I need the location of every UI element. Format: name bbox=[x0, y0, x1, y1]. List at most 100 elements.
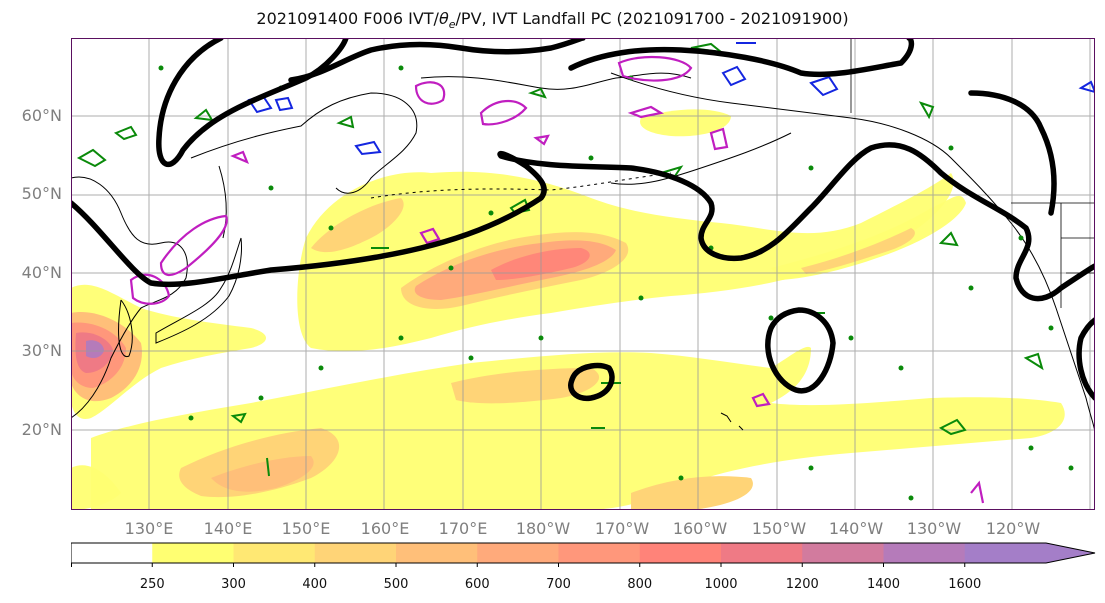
asia-coast bbox=[71, 176, 188, 419]
theta-e-contour bbox=[414, 81, 446, 105]
alaska-peninsula bbox=[610, 132, 792, 185]
pv-contour bbox=[113, 125, 138, 141]
ivt-south-bottom bbox=[631, 476, 753, 510]
lon-label-170e: 170°E bbox=[438, 519, 488, 538]
colorbar-tick-label: 1200 bbox=[785, 577, 819, 592]
pv-dots bbox=[158, 65, 1074, 501]
pv-contour bbox=[336, 115, 355, 129]
colorbar-cell bbox=[396, 543, 478, 563]
lon-label-140e: 140°E bbox=[203, 519, 253, 538]
lon-label-160w: 160°W bbox=[672, 519, 728, 538]
lon-label-120w: 120°W bbox=[985, 519, 1041, 538]
siberia-coast bbox=[420, 72, 692, 90]
colorbar-cell bbox=[721, 543, 803, 563]
theta-e-contour bbox=[129, 273, 171, 305]
pv-contour bbox=[193, 108, 214, 122]
lon-label-160e: 160°E bbox=[360, 519, 410, 538]
theta-e-contour bbox=[627, 105, 665, 119]
colorbar-tick-label: 1600 bbox=[948, 577, 982, 592]
lon-label-130e: 130°E bbox=[124, 519, 174, 538]
pv-contour bbox=[527, 87, 547, 99]
lon-label-130w: 130°W bbox=[906, 519, 962, 538]
ivt-core-north-3 bbox=[491, 248, 590, 280]
ivt-band-north bbox=[297, 171, 954, 352]
colorbar-tick-label: 500 bbox=[383, 577, 409, 592]
colorbar-outline bbox=[71, 542, 1096, 564]
ivt-south-mid bbox=[451, 368, 600, 404]
lon-label-150w: 150°W bbox=[751, 519, 807, 538]
title-suffix: /PV, IVT Landfall PC (2021091700 - 20210… bbox=[455, 9, 849, 28]
colorbar-tick-label: 250 bbox=[139, 577, 165, 592]
blue-contour bbox=[809, 75, 839, 97]
pc-contour-alaska bbox=[568, 38, 915, 78]
pc-contour-east-loop bbox=[1076, 317, 1095, 401]
ivt-band-south bbox=[91, 346, 1065, 510]
pc-contour-main bbox=[71, 142, 1095, 302]
colorbar-tick-label: 800 bbox=[627, 577, 653, 592]
pv-contour bbox=[938, 418, 967, 436]
colorbar-cell bbox=[802, 543, 884, 563]
colorbar-cell bbox=[152, 543, 234, 563]
theta-e-contour bbox=[230, 150, 250, 165]
ivt-colorbar bbox=[71, 542, 1096, 567]
lat-label-30n: 30°N bbox=[21, 341, 62, 360]
colorbar-cell bbox=[477, 543, 559, 563]
colorbar-tick-label: 300 bbox=[221, 577, 246, 592]
title-theta: θ bbox=[438, 9, 449, 28]
map-title: 2021091400 F006 IVT/θe/PV, IVT Landfall … bbox=[0, 9, 1105, 31]
theta-e-contour bbox=[533, 134, 550, 146]
korea-coast bbox=[118, 299, 133, 358]
colorbar-cells bbox=[71, 543, 1095, 567]
pv-contour bbox=[76, 148, 107, 168]
colorbar-cell bbox=[233, 543, 316, 563]
colorbar-cell bbox=[314, 543, 397, 563]
ivt-band-north-east bbox=[771, 195, 966, 280]
lat-label-20n: 20°N bbox=[21, 420, 62, 439]
lon-label-150e: 150°E bbox=[281, 519, 331, 538]
coastlines bbox=[71, 38, 1095, 434]
sakhalin-coast bbox=[218, 165, 227, 239]
japan-coast bbox=[155, 237, 242, 344]
blue-contour bbox=[721, 65, 747, 87]
colorbar-tick-label: 1000 bbox=[704, 577, 738, 592]
blue-contour bbox=[274, 96, 294, 112]
lon-label-140w: 140°W bbox=[828, 519, 884, 538]
ivt-south-core-2 bbox=[211, 456, 314, 492]
colorbar-tick-label: 600 bbox=[464, 577, 490, 592]
map-plot bbox=[71, 38, 1095, 510]
lat-label-60n: 60°N bbox=[21, 106, 62, 125]
ivt-shading bbox=[71, 109, 1065, 510]
lat-label-40n: 40°N bbox=[21, 263, 62, 282]
blue-contour bbox=[354, 140, 382, 156]
pv-contour bbox=[918, 101, 935, 120]
pc-contour-north bbox=[288, 38, 586, 83]
map-panel bbox=[71, 38, 1095, 510]
theta-e-contour bbox=[751, 392, 771, 408]
title-prefix: 2021091400 F006 IVT/ bbox=[256, 9, 439, 28]
landfall-pc-contours bbox=[71, 38, 1095, 402]
blue-contour bbox=[1078, 80, 1095, 94]
pv-contour bbox=[230, 412, 247, 424]
kamchatka-coast bbox=[190, 92, 418, 194]
pc-contour-ring-small bbox=[568, 362, 615, 402]
colorbar-cell bbox=[883, 543, 966, 563]
aleutians bbox=[370, 172, 672, 199]
pc-contour-canada bbox=[968, 90, 1057, 216]
lat-label-50n: 50°N bbox=[21, 184, 62, 203]
theta-e-contour bbox=[479, 100, 528, 126]
lon-label-180w: 180°W bbox=[515, 519, 571, 538]
pv-contour bbox=[1023, 352, 1044, 371]
theta-e-contour bbox=[970, 480, 985, 504]
theta-e-contour bbox=[419, 227, 441, 245]
theta-e-contours bbox=[129, 55, 985, 504]
colorbar-tick-label: 700 bbox=[546, 577, 571, 592]
alaska-coast bbox=[610, 72, 1095, 434]
colorbar-cell bbox=[639, 543, 722, 563]
blue-contours bbox=[247, 42, 1095, 156]
title-theta-sub: e bbox=[448, 18, 456, 32]
theta-e-contour bbox=[709, 127, 729, 151]
theta-e-contour bbox=[617, 55, 693, 82]
colorbar-tick-label: 400 bbox=[302, 577, 328, 592]
lon-label-170w: 170°W bbox=[594, 519, 650, 538]
theta-e-contour bbox=[159, 214, 228, 276]
